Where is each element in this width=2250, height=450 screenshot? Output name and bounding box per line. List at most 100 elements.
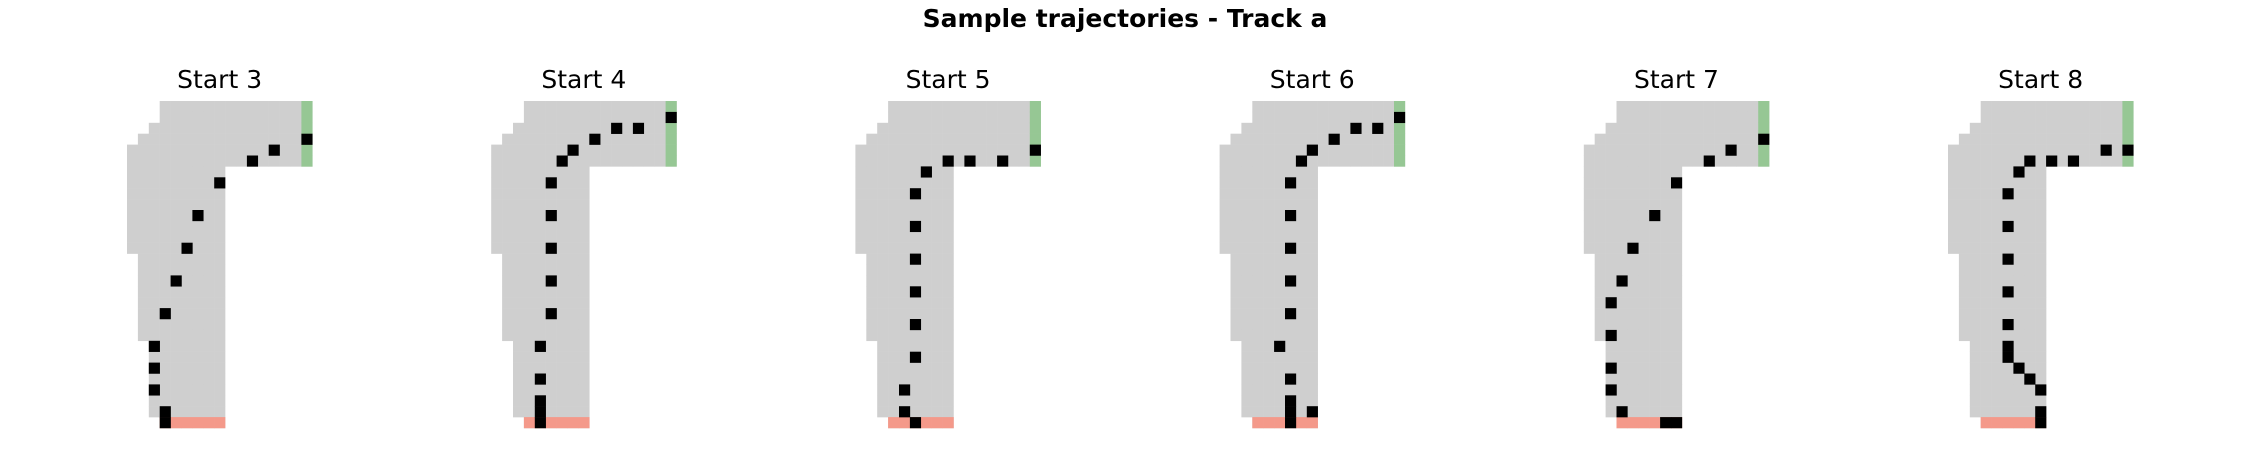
track-cell xyxy=(2013,286,2025,298)
track-cell xyxy=(920,395,932,407)
track-cell xyxy=(877,231,889,243)
track-cell xyxy=(181,308,193,320)
track-cell xyxy=(1274,275,1286,287)
track-cell xyxy=(1241,406,1253,418)
figure-title: Sample trajectories - Track a xyxy=(922,4,1328,33)
track-cell xyxy=(1241,286,1253,298)
finish-cell xyxy=(1029,133,1041,145)
start-cell xyxy=(203,417,215,429)
track-cell xyxy=(1605,133,1617,145)
track-cell xyxy=(1736,111,1748,124)
track-cell xyxy=(622,133,634,145)
track-cell xyxy=(513,351,525,363)
track-cell xyxy=(556,351,568,363)
track-cell xyxy=(1285,340,1297,352)
trajectory-point xyxy=(2002,188,2014,200)
track-cell xyxy=(1274,188,1286,200)
track-cell xyxy=(942,133,954,145)
track-cell xyxy=(1638,220,1650,233)
track-cell xyxy=(2035,210,2047,222)
track-cell xyxy=(888,297,900,309)
track-cell xyxy=(1649,122,1661,134)
track-cell xyxy=(1361,101,1373,113)
track-cell xyxy=(866,199,878,211)
track-cell xyxy=(1605,264,1617,276)
track-cell xyxy=(622,101,634,113)
track-cell xyxy=(866,275,878,287)
start-cell xyxy=(1252,417,1264,429)
track-cell xyxy=(1692,144,1704,156)
track-cell xyxy=(2013,231,2025,243)
track-cell xyxy=(578,297,590,309)
track-cell xyxy=(1295,177,1308,189)
track-cell xyxy=(513,122,525,134)
track-cell xyxy=(1627,144,1639,156)
track-cell xyxy=(1980,362,1992,374)
track-cell xyxy=(1649,329,1661,342)
track-cell xyxy=(192,373,204,385)
start-cell xyxy=(931,417,943,429)
track-cell xyxy=(909,231,922,243)
track-cell xyxy=(534,319,546,331)
track-cell xyxy=(192,231,204,243)
track-cell xyxy=(1594,253,1606,265)
track-cell xyxy=(1230,166,1242,178)
track-cell xyxy=(1969,231,1981,243)
track-cell xyxy=(1252,166,1264,178)
track-cell xyxy=(632,155,645,167)
track-cell xyxy=(1306,220,1318,233)
start-cell xyxy=(2002,417,2014,429)
track-cell xyxy=(2057,101,2069,113)
track-cell xyxy=(523,133,536,145)
track-cell xyxy=(1241,319,1253,331)
start-cell xyxy=(214,417,226,429)
track-cell xyxy=(513,155,525,167)
trajectory-point xyxy=(632,122,645,134)
track-cell xyxy=(1969,177,1981,189)
trajectory-point xyxy=(899,384,911,396)
track-cell xyxy=(1230,188,1242,200)
track-cell xyxy=(1980,264,1992,276)
track-cell xyxy=(2002,199,2014,211)
track-cell xyxy=(170,122,182,134)
track-cell xyxy=(1980,188,1992,200)
track-cell xyxy=(2035,220,2047,233)
track-cell xyxy=(1660,384,1672,396)
track-cell xyxy=(2111,101,2123,113)
track-cell xyxy=(909,210,922,222)
track-cell xyxy=(523,253,536,265)
track-cell xyxy=(1649,111,1661,124)
track-cell xyxy=(137,286,150,298)
finish-cell xyxy=(2122,101,2134,113)
track-cell xyxy=(1969,242,1981,254)
track-cell xyxy=(1671,199,1683,211)
track-cell xyxy=(556,373,568,385)
track-cell xyxy=(181,286,193,298)
track-cell xyxy=(1671,286,1683,298)
track-cell xyxy=(181,231,193,243)
track-cell xyxy=(2057,155,2069,167)
track-cell xyxy=(1605,351,1617,363)
track-cell xyxy=(1219,188,1231,200)
trajectory-point xyxy=(997,155,1009,167)
track-cell xyxy=(1671,406,1683,418)
track-cell xyxy=(1605,210,1617,222)
track-cell xyxy=(1583,166,1595,178)
track-cell xyxy=(1605,395,1617,407)
track-cell xyxy=(1616,340,1628,352)
finish-cell xyxy=(1758,101,1770,113)
track-cell xyxy=(899,351,911,363)
track-cell xyxy=(513,144,525,156)
track-cell xyxy=(2035,111,2047,124)
track-cell xyxy=(534,329,546,342)
track-cell xyxy=(2035,122,2047,134)
finish-cell xyxy=(1029,111,1041,124)
trajectory-point xyxy=(2002,253,2014,265)
track-cell xyxy=(1969,199,1981,211)
track-cell xyxy=(1649,373,1661,385)
track-cell xyxy=(888,253,900,265)
track-cell xyxy=(159,101,171,113)
track-cell xyxy=(170,286,182,298)
track-cell xyxy=(1616,373,1628,385)
track-cell xyxy=(1252,286,1264,298)
